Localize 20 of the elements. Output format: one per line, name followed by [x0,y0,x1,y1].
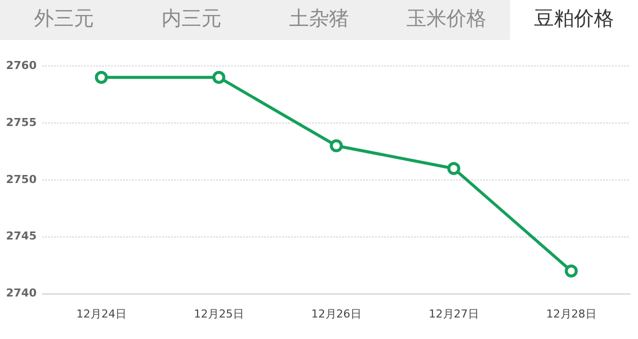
text: 玉米价格 [406,5,488,32]
x-tick-label: 12月28日 [546,307,596,320]
y-tick-label: 2740 [6,286,37,300]
text: 内三元 [160,5,222,32]
y-tick-label: 2745 [6,230,37,243]
point [564,264,578,278]
point [447,162,460,176]
point [94,70,108,84]
y-tick-label: 2750 [6,172,37,186]
text: 土杂猪 [288,5,350,32]
text: 豆粕价格 [510,0,638,40]
text: 外三元 [32,5,95,32]
x-tick-label: 12月26日 [311,307,362,320]
point [330,139,343,152]
point [212,70,226,84]
x-tick-label: 12月27日 [428,307,479,320]
y-tick-label: 2755 [6,116,37,129]
x-tick-label: 12月25日 [194,307,244,320]
x-tick-label: 12月24日 [76,307,126,320]
y-tick-label: 2760 [6,58,37,72]
